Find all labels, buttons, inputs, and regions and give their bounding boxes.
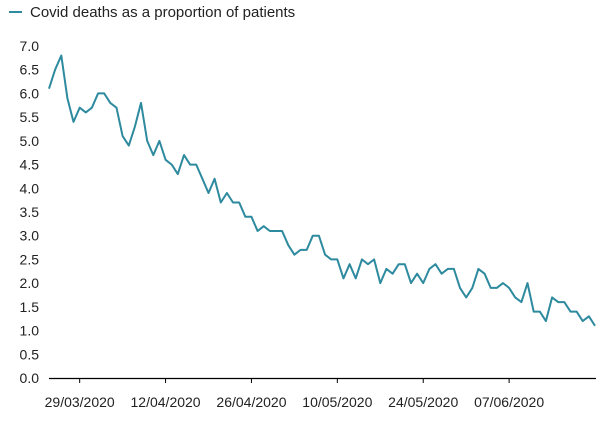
legend: Covid deaths as a proportion of patients (9, 4, 295, 21)
y-tick-label: 7.0 (20, 38, 40, 54)
y-tick-label: 3.0 (20, 228, 40, 244)
series-line (48, 54, 596, 327)
y-axis-ticks: 0.0 0.5 1.0 1.5 2.0 2.5 3.0 3.5 4.0 4.5 5.0 5.5 6.0 6… (20, 38, 40, 386)
x-tick-label: 24/05/2020 (388, 394, 458, 410)
y-tick-label: 6.0 (20, 85, 40, 101)
y-tick-label: 0.5 (20, 346, 40, 362)
y-tick-label: 1.0 (20, 323, 40, 339)
y-tick-label: 3.5 (20, 204, 40, 220)
y-tick-label: 5.5 (20, 109, 40, 125)
y-tick-label: 4.5 (20, 157, 40, 173)
y-tick-label: 2.0 (20, 275, 40, 291)
y-tick-label: 2.5 (20, 251, 40, 267)
legend-label: Covid deaths as a proportion of patients (30, 4, 295, 21)
x-tick-label: 10/05/2020 (302, 394, 372, 410)
y-tick-label: 5.0 (20, 133, 40, 149)
x-tick-label: 12/04/2020 (131, 394, 201, 410)
data-points (48, 55, 596, 326)
y-tick-label: 4.0 (20, 180, 40, 196)
x-tick-label: 07/06/2020 (474, 394, 544, 410)
x-axis-ticks: 29/03/2020 12/04/2020 26/04/2020 10/05/2020… (45, 378, 544, 410)
x-tick-label: 29/03/2020 (45, 394, 115, 410)
y-tick-label: 0.0 (20, 370, 40, 386)
x-tick-label: 26/04/2020 (216, 394, 286, 410)
y-tick-label: 6.5 (20, 62, 40, 78)
y-tick-label: 1.5 (20, 299, 40, 315)
